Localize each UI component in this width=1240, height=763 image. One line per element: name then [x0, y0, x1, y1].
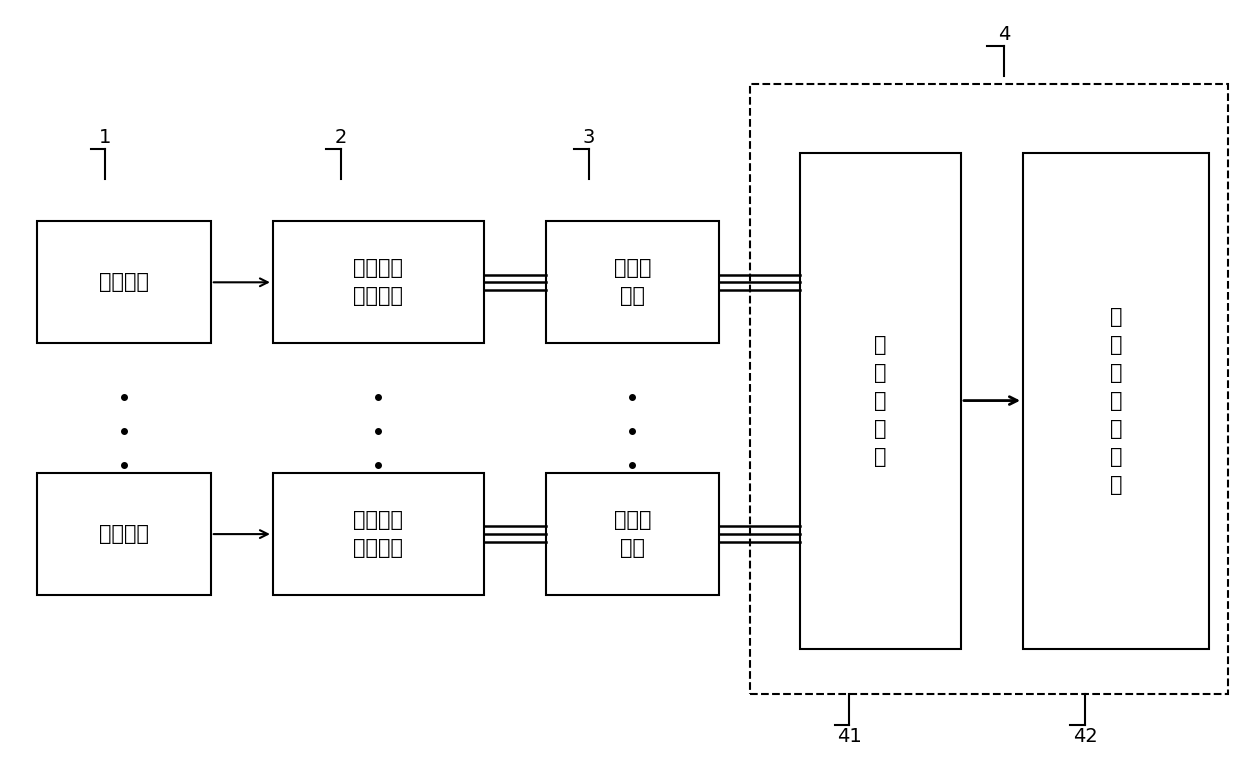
Text: 1: 1: [99, 128, 112, 146]
Bar: [273, 221, 484, 343]
Text: 4: 4: [998, 25, 1011, 43]
Text: 主变压器: 主变压器: [99, 272, 149, 292]
Bar: [750, 84, 1228, 694]
Bar: [1023, 153, 1209, 649]
Bar: [273, 473, 484, 595]
Text: 分控计
算机: 分控计 算机: [614, 259, 651, 306]
Bar: [800, 153, 961, 649]
Bar: [546, 221, 719, 343]
Text: 2: 2: [335, 128, 347, 146]
Text: 42: 42: [1073, 727, 1097, 745]
Bar: [37, 221, 211, 343]
Text: 41: 41: [837, 727, 862, 745]
Text: 分控计
算机: 分控计 算机: [614, 510, 651, 558]
Text: 主
控
计
算
机: 主 控 计 算 机: [874, 334, 887, 467]
Text: 3: 3: [583, 128, 595, 146]
Text: 油色谱在
线监测仪: 油色谱在 线监测仪: [353, 510, 403, 558]
Text: 主变压器: 主变压器: [99, 524, 149, 544]
Text: 油色谱在
线监测仪: 油色谱在 线监测仪: [353, 259, 403, 306]
Bar: [546, 473, 719, 595]
Text: 集
控
平
台
服
务
器: 集 控 平 台 服 务 器: [1110, 307, 1122, 494]
Bar: [37, 473, 211, 595]
